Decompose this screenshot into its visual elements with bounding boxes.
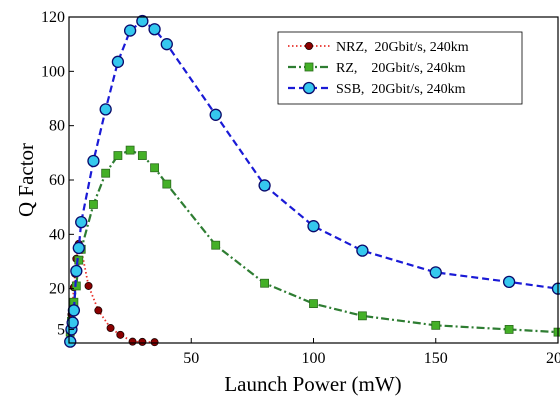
- data-point: [87, 154, 100, 168]
- data-point: [66, 316, 79, 329]
- data-point: [209, 108, 222, 121]
- x-tick-label: 50: [183, 350, 199, 367]
- legend-box: [277, 31, 523, 105]
- legend-marker: [304, 62, 314, 72]
- data-point: [75, 215, 88, 229]
- data-point: [553, 327, 560, 337]
- data-point: [162, 179, 172, 189]
- y-tick-label: 5: [57, 321, 65, 338]
- data-point: [94, 306, 103, 315]
- data-point: [137, 151, 147, 160]
- data-point: [356, 244, 369, 257]
- data-point: [64, 335, 77, 348]
- legend-label: RZ, 20Gbit/s, 240km: [336, 61, 466, 76]
- x-axis-title: Launch Power (mW): [224, 372, 401, 396]
- data-point: [429, 266, 442, 279]
- y-tick-label: 80: [49, 118, 65, 135]
- data-point: [74, 255, 84, 265]
- data-point: [150, 338, 159, 347]
- x-tick-label: 100: [302, 350, 326, 367]
- legend-label: SSB, 20Gbit/s, 240km: [336, 82, 466, 97]
- data-point: [113, 151, 123, 160]
- series-2: [65, 145, 560, 337]
- data-point: [70, 264, 83, 278]
- data-point: [502, 275, 516, 289]
- data-point: [357, 311, 367, 321]
- data-point: [72, 241, 85, 255]
- y-tick-label: 60: [49, 172, 65, 189]
- data-point: [116, 330, 125, 339]
- x-tick-label: 200: [546, 350, 560, 367]
- data-point: [504, 325, 514, 334]
- series-layer: [64, 14, 560, 348]
- ticks-layer: 50 100 150 200 5 20 40 60 80 100 120: [41, 9, 560, 367]
- series-line: [69, 240, 155, 344]
- y-tick-label: 20: [49, 281, 65, 298]
- y-tick-label: 120: [41, 9, 65, 26]
- data-point: [101, 168, 111, 178]
- data-point: [211, 240, 221, 250]
- data-point: [99, 103, 112, 116]
- legend-marker: [302, 81, 316, 95]
- data-point: [89, 200, 98, 209]
- data-point: [67, 304, 81, 317]
- data-point: [150, 163, 159, 173]
- legend-label: NRZ, 20Gbit/s, 240km: [336, 40, 469, 55]
- data-point: [551, 282, 560, 295]
- data-point: [136, 14, 149, 28]
- data-point: [111, 55, 125, 68]
- y-tick-label: 100: [41, 63, 65, 80]
- data-point: [160, 38, 173, 51]
- data-point: [148, 23, 161, 36]
- data-point: [309, 299, 318, 309]
- legend-marker: [304, 42, 313, 51]
- data-point: [123, 24, 137, 37]
- data-point: [258, 179, 271, 192]
- data-point: [128, 337, 137, 346]
- legend: NRZ, 20Gbit/s, 240km RZ, 20Gbit/s, 240km S…: [277, 31, 523, 105]
- series-line: [69, 19, 559, 342]
- data-point: [307, 220, 320, 233]
- data-point: [260, 278, 270, 288]
- x-tick-label: 150: [424, 350, 448, 367]
- y-tick-label: 40: [49, 226, 65, 243]
- data-point: [431, 320, 441, 330]
- data-point: [125, 145, 135, 155]
- data-point: [138, 337, 147, 346]
- data-point: [106, 324, 115, 333]
- data-point: [84, 281, 93, 290]
- y-axis-title: Q Factor: [14, 143, 38, 217]
